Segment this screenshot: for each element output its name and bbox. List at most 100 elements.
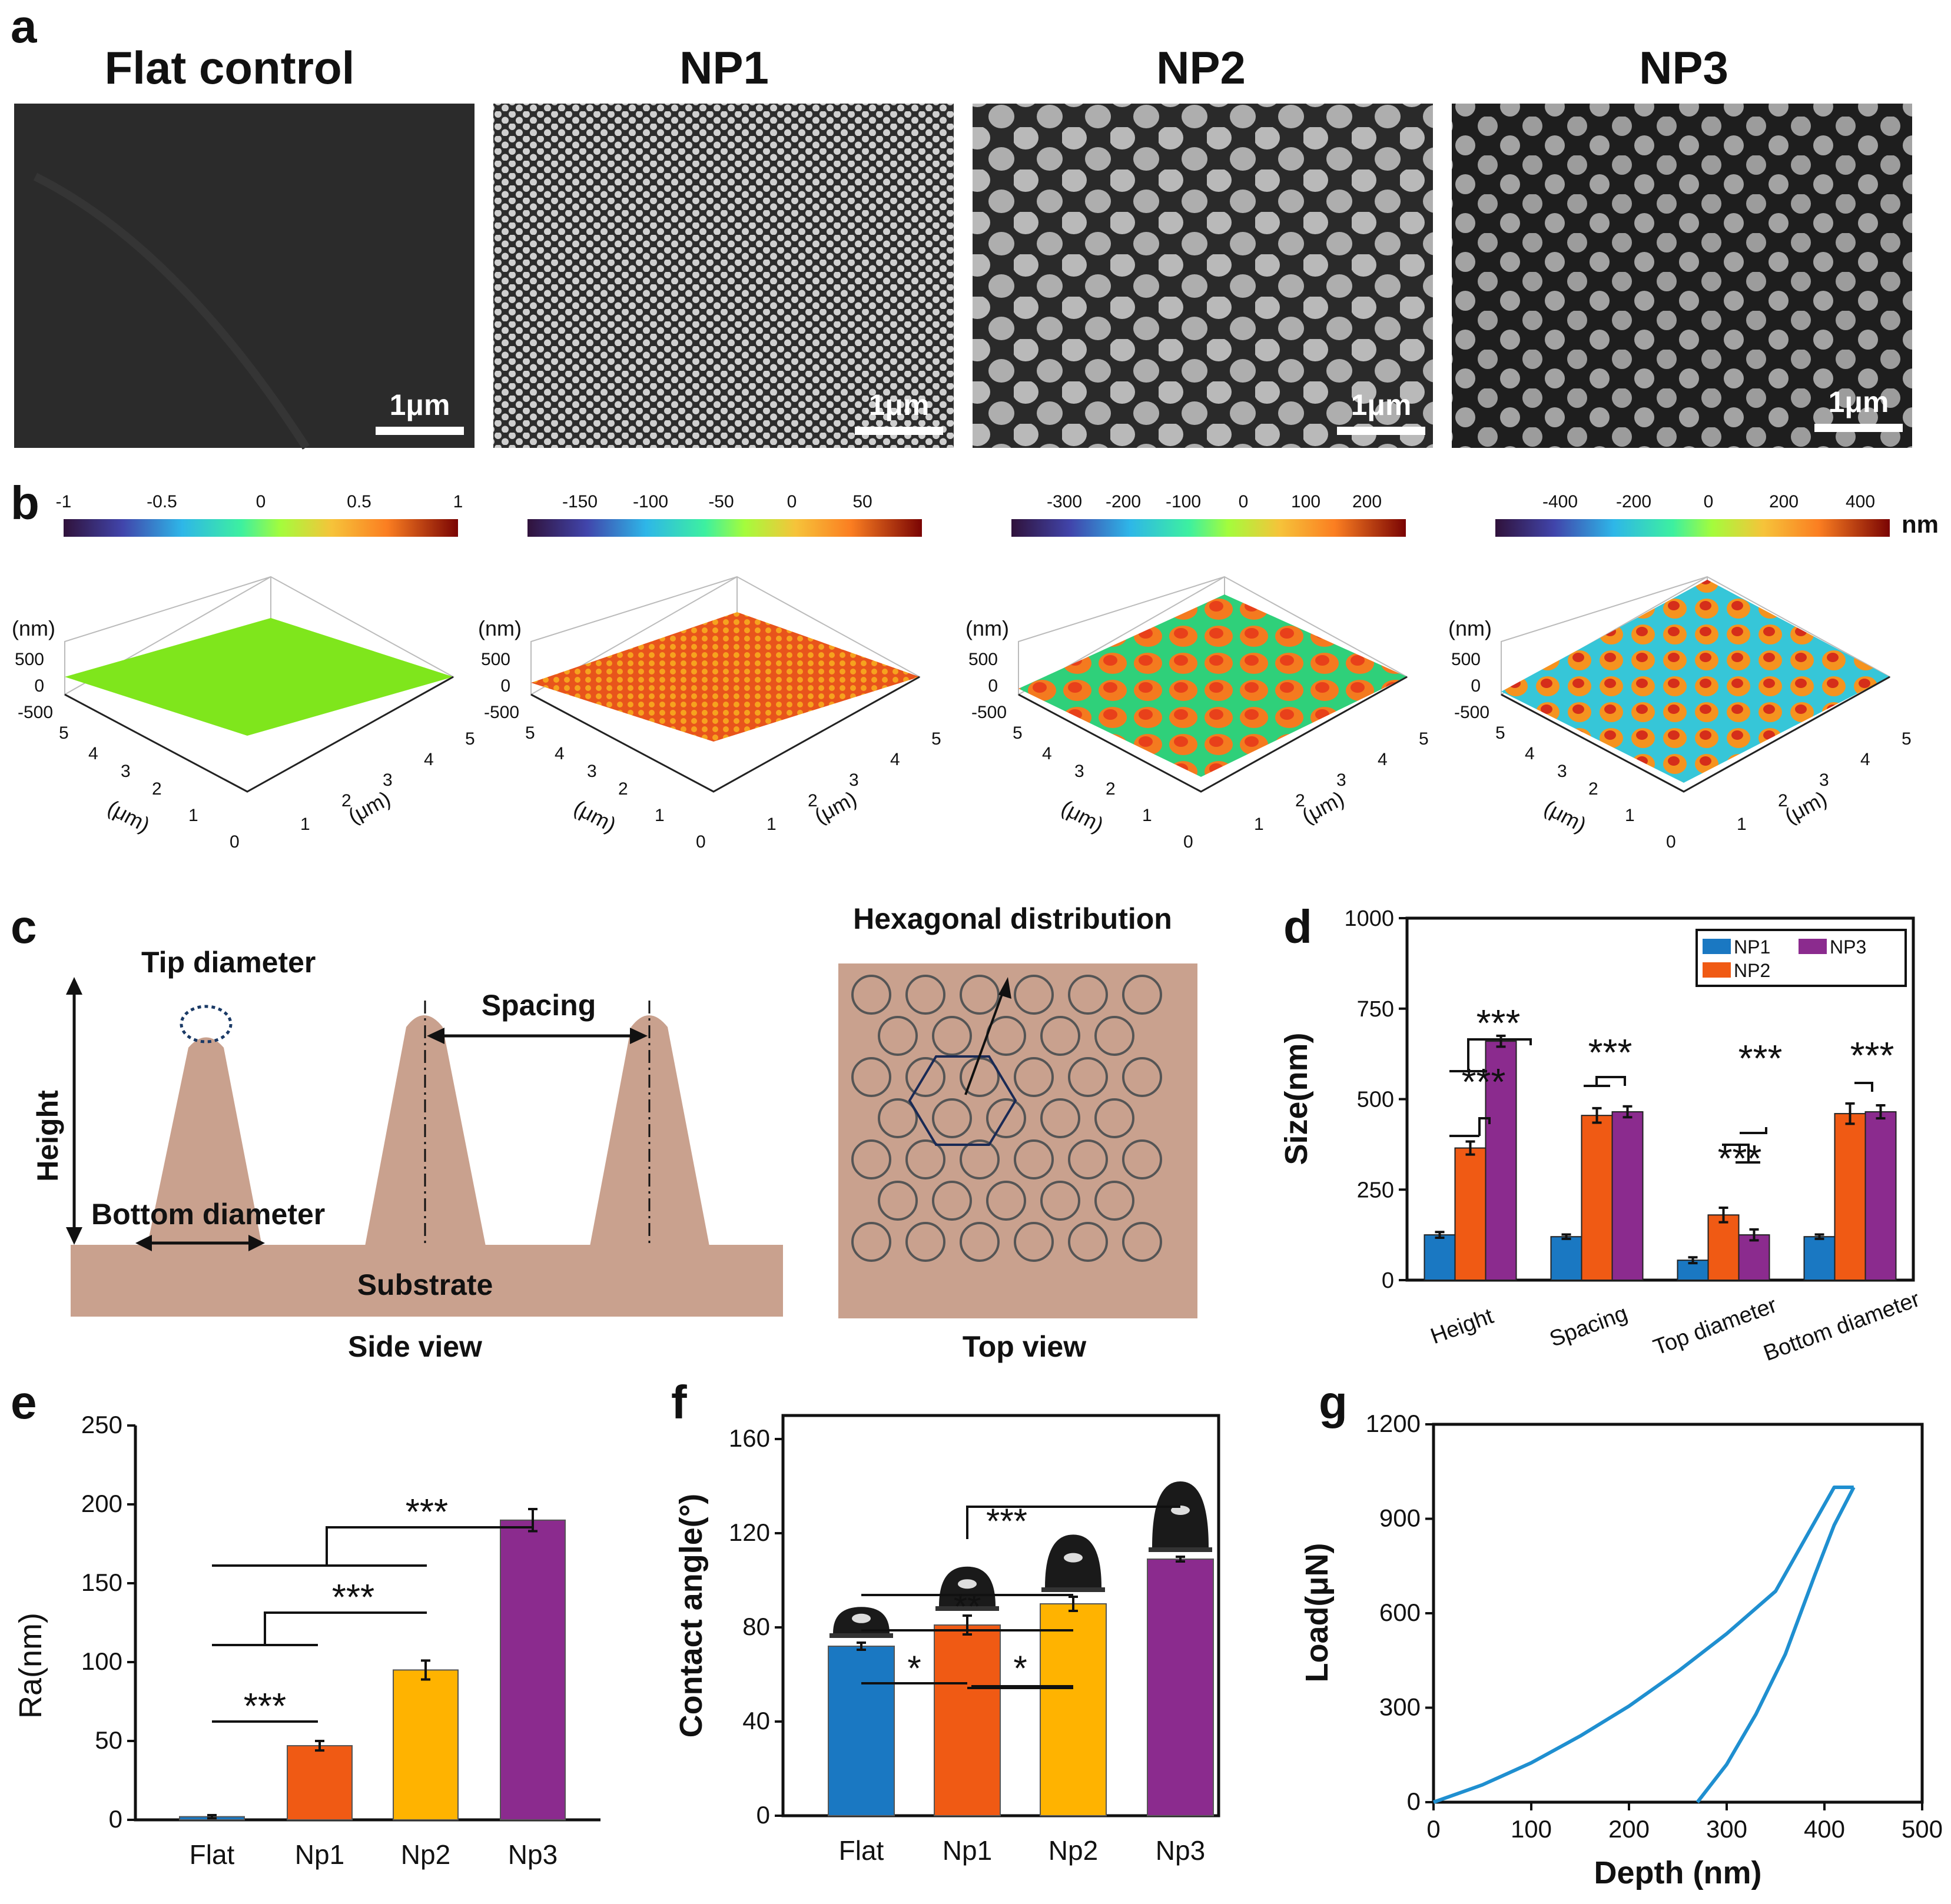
droplet-base <box>1149 1547 1212 1552</box>
chart-e: Ra(nm) 0 50 100 150 200 250 Flat Np1 Np2 Np3 *** **… <box>13 1411 600 1870</box>
height-label: Height <box>31 1090 64 1182</box>
chart-e-category-label: Np3 <box>508 1839 558 1870</box>
surface-np1 <box>531 612 920 742</box>
chart-e-category-label: Flat <box>190 1839 235 1870</box>
cb2-tick-1: -100 <box>633 492 668 511</box>
top-view-circle <box>1094 1181 1134 1221</box>
sem-flat-streak <box>33 172 310 450</box>
chart-e-ylabel: Ra(nm) <box>13 1613 48 1719</box>
chart-f-errorbar <box>857 1642 866 1651</box>
top-view-circle <box>1122 1139 1162 1179</box>
top-view-circle <box>1014 975 1054 1015</box>
chart-e-ytick-label: 200 <box>81 1490 122 1517</box>
top-view-circle <box>905 1139 945 1179</box>
chart-d: Size(nm) NP1 NP3 NP2 0 250 500 750 1000 Heigh… <box>1279 906 1923 1366</box>
x-axis-label-flat: (μm) <box>344 786 394 828</box>
scale-bar-flat <box>376 427 464 435</box>
droplet-highlight <box>852 1613 871 1623</box>
z-tick-0-np2: 0 <box>988 676 998 696</box>
chart-g-xlabel: Depth (nm) <box>1594 1855 1762 1890</box>
z-tick-500-np1: 500 <box>481 650 510 669</box>
scale-bar-label-np3: 1μm <box>1829 386 1889 418</box>
chart-e-errorbar <box>315 1740 324 1752</box>
chart-g-xtick-label: 0 <box>1426 1815 1440 1843</box>
chart-d-bar <box>1424 1234 1456 1281</box>
chart-d-bar <box>1834 1113 1866 1281</box>
chart-g-ytick-label: 300 <box>1379 1693 1421 1721</box>
x-tick-2-flat: 2 <box>341 791 351 810</box>
z-tick-500-flat: 500 <box>15 650 44 669</box>
chart-f-category-label: Np1 <box>943 1835 992 1866</box>
cb4-tick-3: 200 <box>1769 492 1799 511</box>
chart-d-errorbar <box>1876 1104 1886 1120</box>
y-tick-1-np3: 1 <box>1625 806 1635 825</box>
cb1-tick-3: 0.5 <box>347 492 371 511</box>
top-view-circles <box>851 975 1162 1262</box>
chart-f-significance: * <box>1013 1649 1027 1688</box>
chart-f-ytick-label: 120 <box>729 1518 770 1546</box>
y-axis-label-flat: (μm) <box>104 795 154 837</box>
chart-d-errorbar <box>1561 1233 1571 1240</box>
z-tick-neg500-flat: -500 <box>18 703 53 722</box>
scale-bar-label-np1: 1μm <box>869 388 930 421</box>
surface-plot-np1: (nm) 500 0 -500 (μm) (μm) 5 4 3 2 1 0 1 … <box>478 576 941 852</box>
x-tick-5-np1: 5 <box>931 729 941 749</box>
surface-np3 <box>1501 580 1890 783</box>
panel-b: -1 -0.5 0 0.5 1 -150 -100 -50 0 50 -300 … <box>12 492 1939 852</box>
cb1-tick-4: 1 <box>453 492 463 511</box>
z-tick-neg500-np2: -500 <box>971 703 1007 722</box>
surface-plot-np2: (nm) 500 0 -500 (μm) (μm) 5 4 3 2 1 0 1 … <box>965 576 1429 852</box>
y-tick-1-np1: 1 <box>655 806 665 825</box>
scale-bar-np1 <box>855 427 943 435</box>
chart-e-errorbar <box>421 1659 430 1681</box>
chart-g-loading-curve <box>1432 1486 1854 1804</box>
x-tick-3-np2: 3 <box>1336 770 1346 790</box>
top-view-circle <box>1014 1222 1054 1262</box>
chart-e-brackets <box>212 1526 533 1723</box>
droplet-base <box>829 1633 893 1638</box>
cb3-tick-3: 0 <box>1239 492 1249 511</box>
z-tick-0-np3: 0 <box>1471 676 1481 696</box>
y-tick-4-flat: 4 <box>88 744 98 763</box>
hexagonal-arrow <box>964 984 1007 1095</box>
chart-d-significance: *** <box>1588 1031 1633 1074</box>
panel-label-g: g <box>1319 1376 1348 1428</box>
x-tick-3-np3: 3 <box>1819 770 1829 790</box>
y-tick-3-np3: 3 <box>1557 762 1567 781</box>
top-view-circle <box>905 1057 945 1097</box>
chart-d-ytick-label: 500 <box>1357 1088 1394 1112</box>
chart-e-significance: *** <box>406 1492 448 1533</box>
top-view-circle <box>932 1181 972 1221</box>
legend-swatch-np1 <box>1703 939 1731 954</box>
chart-d-bar <box>1454 1147 1487 1281</box>
colorbar-np1 <box>527 519 922 537</box>
top-view-circle <box>878 1016 918 1056</box>
chart-d-significance: *** <box>1738 1037 1783 1079</box>
cb3-tick-0: -300 <box>1047 492 1082 511</box>
cb2-tick-2: -50 <box>708 492 734 511</box>
chart-d-bar <box>1707 1214 1740 1281</box>
chart-f-category-label: Np3 <box>1156 1835 1205 1866</box>
top-view-circle <box>878 1098 918 1138</box>
scale-bar-label-flat: 1μm <box>390 388 450 421</box>
x-tick-3-flat: 3 <box>383 770 393 790</box>
chart-e-bar <box>500 1519 566 1821</box>
y-tick-2-flat: 2 <box>152 779 162 799</box>
chart-d-errorbar <box>1749 1228 1759 1242</box>
title-np3: NP3 <box>1639 42 1728 94</box>
colorbar-np2 <box>1011 519 1406 537</box>
y-tick-1-np2: 1 <box>1142 806 1152 825</box>
title-flat-control: Flat control <box>105 42 355 94</box>
chart-d-ytick-label: 750 <box>1357 997 1394 1022</box>
chart-d-bracket-height <box>1449 1038 1532 1137</box>
cb1-tick-1: -0.5 <box>147 492 177 511</box>
chart-d-bar <box>1550 1236 1582 1281</box>
sem-image-np2 <box>973 104 1433 448</box>
top-view-circle <box>851 975 891 1015</box>
substrate <box>71 1245 783 1317</box>
top-view-circle <box>1068 1222 1108 1262</box>
chart-d-errorbar <box>1814 1233 1824 1240</box>
chart-g-xtick-label: 100 <box>1511 1815 1552 1843</box>
panel-label-b: b <box>11 477 39 529</box>
legend-label-np2: NP2 <box>1734 960 1770 981</box>
